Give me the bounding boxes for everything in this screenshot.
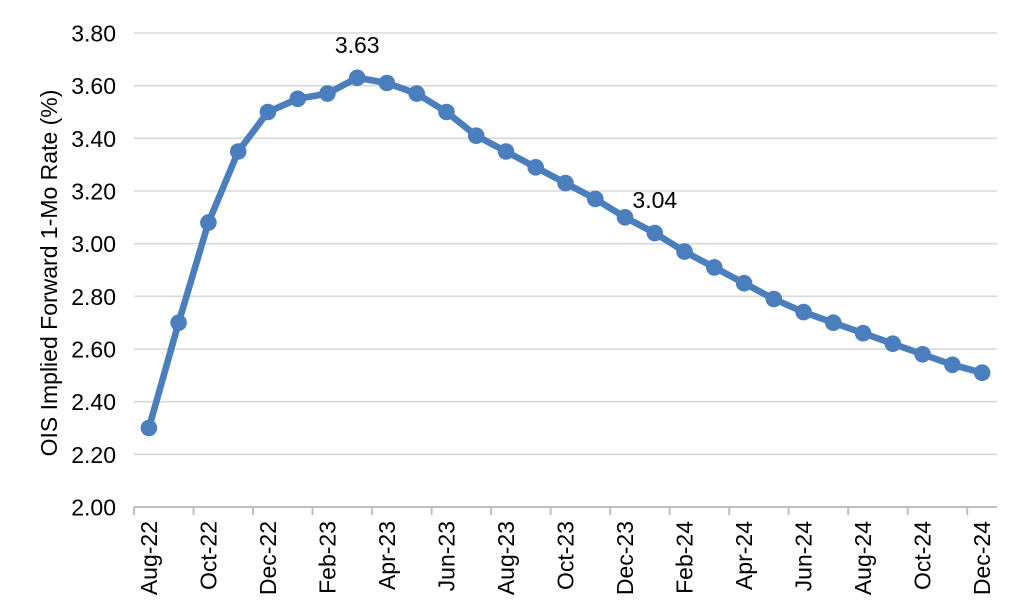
y-axis-title: OIS Implied Forward 1-Mo Rate (%) <box>36 90 62 457</box>
data-point <box>200 214 217 231</box>
x-tick-label: Aug-22 <box>136 521 162 595</box>
data-point <box>795 303 812 321</box>
data-point <box>706 259 723 276</box>
data-point <box>854 324 872 342</box>
data-point <box>289 90 307 108</box>
data-point <box>438 103 455 121</box>
data-point <box>319 85 336 102</box>
y-tick-label: 3.00 <box>71 231 116 257</box>
data-point <box>735 274 753 292</box>
data-point <box>944 356 961 374</box>
y-tick-label: 3.60 <box>71 73 116 99</box>
y-tick-label: 2.60 <box>71 337 116 363</box>
y-tick-label: 2.80 <box>71 284 116 310</box>
data-point <box>378 74 396 92</box>
y-tick-label: 2.40 <box>71 389 116 415</box>
data-point <box>348 69 366 87</box>
data-point <box>676 243 693 260</box>
data-point <box>408 85 426 102</box>
y-tick-label: 3.40 <box>71 126 116 152</box>
data-point <box>557 174 574 192</box>
data-point <box>765 290 783 308</box>
x-tick-label: Dec-24 <box>969 521 995 595</box>
data-point <box>825 314 842 332</box>
x-tick-label: Apr-23 <box>374 521 400 590</box>
y-tick-label: 2.20 <box>71 442 116 468</box>
x-tick-label: Dec-23 <box>612 521 638 595</box>
x-tick-label: Dec-22 <box>255 521 281 595</box>
y-tick-label: 3.20 <box>71 179 116 205</box>
data-point <box>914 346 931 363</box>
x-tick-label: Jun-23 <box>433 521 459 591</box>
data-point <box>646 224 664 242</box>
data-point <box>170 314 187 332</box>
data-point <box>497 143 515 160</box>
x-tick-label: Aug-24 <box>850 521 876 595</box>
x-tick-label: Jun-24 <box>791 521 817 592</box>
x-tick-label: Oct-22 <box>195 521 221 590</box>
data-point <box>973 364 991 382</box>
x-tick-label: Oct-24 <box>910 521 936 590</box>
data-label: 3.04 <box>632 187 677 213</box>
data-point <box>587 190 604 208</box>
data-point <box>616 209 634 226</box>
data-point <box>229 143 247 160</box>
x-tick-label: Oct-23 <box>553 521 579 590</box>
series-line <box>145 74 986 432</box>
data-label: 3.63 <box>335 32 380 58</box>
data-point <box>884 335 902 353</box>
data-point <box>527 159 544 176</box>
data-point <box>259 103 277 121</box>
y-tick-label: 2.00 <box>71 495 116 521</box>
y-tick-label: 3.80 <box>71 21 116 47</box>
data-point <box>140 419 158 437</box>
data-point <box>467 127 485 144</box>
x-tick-label: Aug-23 <box>493 521 519 595</box>
x-tick-label: Feb-24 <box>672 521 698 594</box>
x-tick-label: Feb-23 <box>314 521 340 594</box>
x-tick-label: Apr-24 <box>731 521 757 590</box>
